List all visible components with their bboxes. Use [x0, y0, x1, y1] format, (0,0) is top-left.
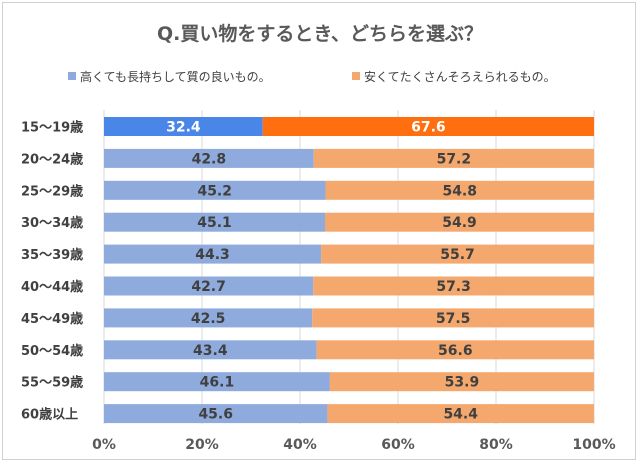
legend-swatch-cheap [352, 72, 360, 80]
data-label: 57.2 [437, 151, 472, 167]
category-label: 50～54歳 [21, 343, 83, 359]
category-label: 25～29歳 [21, 183, 83, 199]
data-label: 54.9 [442, 215, 477, 231]
bar-segment [104, 244, 322, 264]
bar-segment [329, 372, 594, 392]
bar-segment [104, 212, 325, 232]
category-label: 40～44歳 [21, 279, 83, 295]
data-label: 56.6 [438, 343, 473, 359]
bar-segment [262, 117, 594, 136]
category-label: 20～24歳 [21, 151, 83, 167]
data-label: 42.5 [191, 311, 226, 327]
legend: 高くても長持ちして質の良いもの。 安くてたくさんそろえられるもの。 [68, 69, 556, 84]
bar-segment [104, 276, 314, 296]
chart-title: Q.買い物をするとき、どちらを選ぶ？ [157, 22, 483, 45]
data-label: 67.6 [411, 120, 446, 136]
legend-swatch-quality [68, 72, 76, 80]
bar-segment [325, 180, 594, 200]
category-label: 15～19歳 [21, 120, 83, 136]
data-label: 45.1 [197, 215, 232, 231]
data-label: 32.4 [166, 120, 201, 136]
category-label: 35～39歳 [21, 247, 83, 263]
data-label: 42.7 [191, 279, 226, 295]
category-label: 30～34歳 [21, 215, 83, 231]
bar-segment [321, 244, 594, 264]
bar-segment [324, 212, 594, 232]
data-label: 45.6 [198, 407, 233, 423]
data-label: 43.4 [193, 343, 228, 359]
data-label: 55.7 [440, 247, 475, 263]
data-label: 57.5 [436, 311, 471, 327]
data-label: 46.1 [200, 375, 235, 391]
bar-segment [104, 117, 263, 136]
x-tick-label: 60% [381, 437, 415, 453]
bar-segment [104, 340, 317, 360]
category-labels: 15～19歳 20～24歳 25～29歳 30～34歳 35～39歳 40～44歳 45～4… [21, 120, 83, 423]
data-label: 44.3 [195, 247, 230, 263]
bar-segment [104, 308, 313, 328]
data-label: 42.8 [192, 151, 227, 167]
bar-segment [316, 340, 594, 360]
bar-segment [104, 180, 326, 200]
bar-segment [313, 148, 594, 168]
data-label: 57.3 [436, 279, 471, 295]
bar-segment [104, 148, 314, 168]
category-label: 45～49歳 [21, 311, 83, 327]
bars: 32.4 67.6 42.8 57.2 45.2 54.8 45.1 54.9 44.3 55.7… [104, 117, 594, 424]
x-tick-label: 100% [572, 437, 615, 453]
x-tick-label: 80% [479, 437, 513, 453]
data-label: 54.8 [442, 183, 477, 199]
x-axis-ticks: 0% 20% 40% 60% 80% 100% [92, 437, 616, 453]
legend-label-cheap: 安くてたくさんそろえられるもの。 [364, 69, 556, 84]
legend-label-quality: 高くても長持ちして質の良いもの。 [80, 69, 271, 84]
bar-segment [313, 276, 594, 296]
data-label: 54.4 [443, 407, 478, 423]
category-label: 60歳以上 [21, 407, 78, 423]
category-label: 55～59歳 [21, 375, 83, 391]
bar-segment [104, 372, 330, 392]
x-tick-label: 40% [283, 437, 317, 453]
data-label: 53.9 [445, 375, 480, 391]
x-tick-label: 20% [185, 437, 219, 453]
bar-segment [312, 308, 594, 328]
data-label: 45.2 [197, 183, 232, 199]
bar-segment [104, 404, 328, 424]
bar-segment [327, 404, 594, 424]
x-tick-label: 0% [92, 437, 116, 453]
